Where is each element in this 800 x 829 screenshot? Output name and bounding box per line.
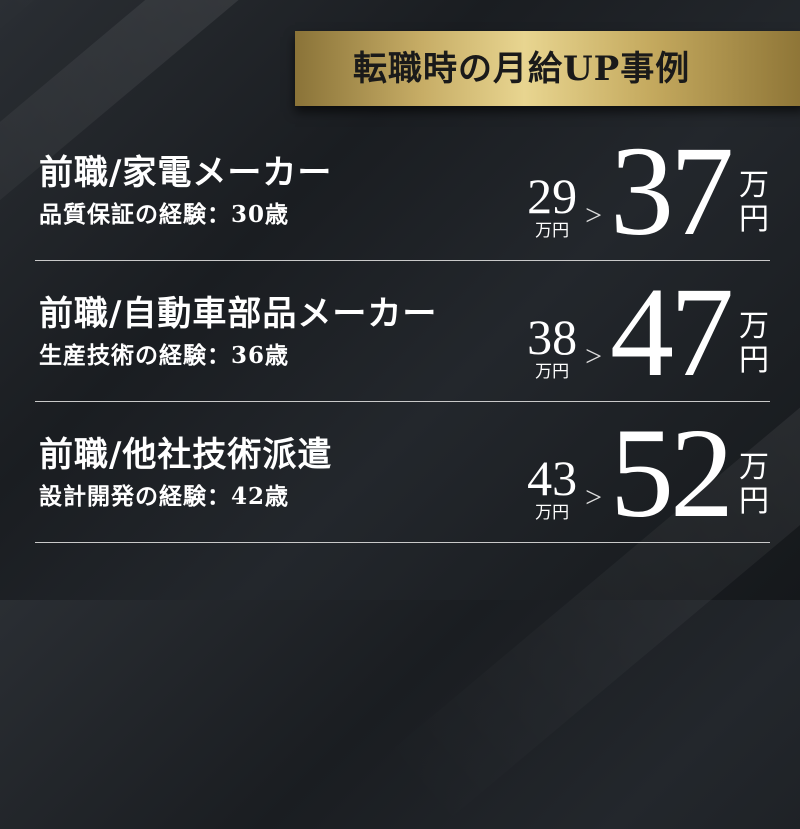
case-row: 前職/家電メーカー 品質保証の経験：30歳 29 万円 > 37 万円: [35, 121, 770, 261]
case-detail: 設計開発の経験：42歳: [39, 482, 290, 510]
salary-change: 38 万円 > 47 万円: [527, 260, 770, 403]
case-row: 前職/他社技術派遣 設計開発の経験：42歳 43 万円 > 52 万円: [35, 403, 770, 543]
salary-after: 52: [610, 401, 734, 544]
arrow-right-icon: >: [585, 480, 602, 514]
unit-man: 万: [739, 167, 769, 203]
case-title: 前職/自動車部品メーカー: [39, 293, 438, 334]
unit-en: 円: [739, 342, 769, 378]
arrow-right-icon: >: [585, 339, 602, 373]
salary-after: 37: [610, 119, 734, 262]
salary-before-unit: 万円: [535, 502, 570, 523]
salary-before-block: 29 万円: [527, 171, 577, 241]
salary-before-block: 43 万円: [527, 453, 577, 523]
arrow-right-icon: >: [585, 198, 602, 232]
salary-after-unit: 万円: [738, 308, 770, 378]
salary-change: 43 万円 > 52 万円: [527, 401, 770, 544]
unit-man: 万: [739, 308, 769, 344]
salary-after-unit: 万円: [738, 167, 770, 237]
unit-man: 万: [739, 449, 769, 485]
banner-title: 転職時の月給UP事例: [353, 48, 691, 89]
case-text: 前職/家電メーカー 品質保証の経験：30歳: [39, 153, 332, 229]
salary-before-unit: 万円: [535, 361, 570, 382]
unit-en: 円: [739, 483, 769, 519]
salary-before: 43: [527, 449, 578, 506]
salary-after: 47: [610, 260, 734, 403]
salary-before-block: 38 万円: [527, 312, 577, 382]
header-banner: 転職時の月給UP事例: [295, 31, 800, 106]
case-row: 前職/自動車部品メーカー 生産技術の経験：36歳 38 万円 > 47 万円: [35, 262, 770, 402]
case-detail: 生産技術の経験：36歳: [39, 341, 290, 369]
salary-before: 38: [527, 308, 578, 365]
salary-change: 29 万円 > 37 万円: [527, 119, 770, 262]
salary-after-unit: 万円: [738, 449, 770, 519]
case-text: 前職/自動車部品メーカー 生産技術の経験：36歳: [39, 294, 437, 370]
unit-en: 円: [739, 201, 769, 237]
salary-before-unit: 万円: [535, 220, 570, 241]
case-detail: 品質保証の経験：30歳: [39, 200, 290, 228]
case-title: 前職/家電メーカー: [39, 152, 333, 193]
case-title: 前職/他社技術派遣: [39, 434, 333, 475]
salary-before: 29: [527, 167, 578, 224]
case-text: 前職/他社技術派遣 設計開発の経験：42歳: [39, 435, 332, 511]
